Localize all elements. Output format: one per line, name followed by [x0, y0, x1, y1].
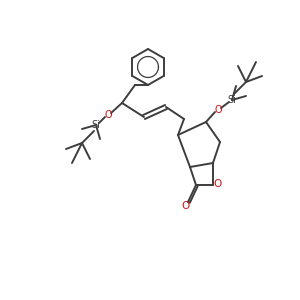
- Text: O: O: [214, 179, 222, 189]
- Text: O: O: [214, 105, 222, 115]
- Text: Si: Si: [228, 95, 236, 105]
- Text: Si: Si: [92, 120, 100, 130]
- Text: O: O: [182, 201, 190, 211]
- Text: O: O: [104, 110, 112, 120]
